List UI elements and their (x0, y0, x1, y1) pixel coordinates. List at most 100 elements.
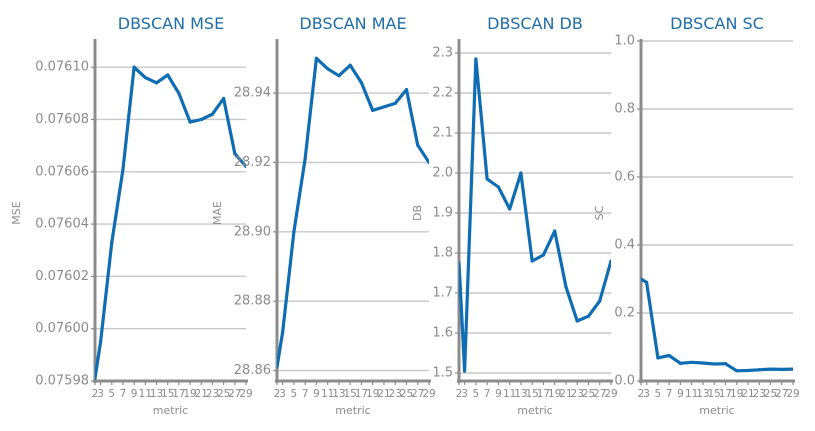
y-tick-label: 0.07606 (35, 164, 89, 179)
x-tick-label: 9 (495, 388, 502, 400)
y-tick-label: 28.88 (234, 294, 271, 309)
data-point (564, 285, 568, 289)
x-tick-label: 23 (571, 388, 584, 400)
x-axis-label: metric (517, 404, 552, 417)
x-tick-label: 3 (643, 388, 650, 400)
data-point (609, 259, 611, 263)
x-tick-label: 7 (120, 388, 127, 400)
data-point (598, 299, 602, 303)
y-tick-label: 1.7 (432, 286, 453, 301)
x-tick-label: 17 (355, 388, 368, 400)
data-point (645, 280, 649, 284)
chart-title: DBSCAN MSE (118, 14, 224, 33)
y-tick-label: 2.2 (432, 86, 453, 101)
data-point (757, 368, 761, 372)
x-tick-label: 17 (172, 388, 185, 400)
y-tick-label: 0.0 (614, 374, 635, 389)
x-tick-label: 21 (195, 388, 208, 400)
data-point (459, 261, 461, 265)
data-point (314, 56, 319, 60)
data-point (210, 112, 215, 116)
x-tick-label: 11 (685, 388, 698, 400)
x-tick-label: 15 (343, 388, 356, 400)
x-tick-label: 3 (97, 388, 104, 400)
data-point (348, 63, 352, 67)
data-point (768, 367, 773, 371)
y-tick-label: 0.07608 (35, 112, 89, 127)
data-point (121, 167, 125, 171)
x-tick-label: 23 (389, 388, 402, 400)
x-tick-label: 5 (473, 388, 480, 400)
x-tick-label: 7 (666, 388, 673, 400)
x-tick-label: 11 (503, 388, 516, 400)
data-point (678, 361, 683, 365)
x-tick-label: 29 (786, 388, 799, 400)
y-tick-label: 0.07604 (35, 217, 89, 232)
x-tick-label: 7 (484, 388, 491, 400)
x-tick-label: 3 (279, 388, 286, 400)
data-point (382, 105, 386, 109)
x-tick-label: 29 (239, 388, 252, 400)
y-tick-label: 2.0 (432, 166, 453, 181)
data-point (586, 314, 591, 318)
data-point (780, 367, 784, 372)
x-tick-label: 17 (719, 388, 732, 400)
data-point (303, 157, 307, 161)
x-tick-label: 11 (139, 388, 152, 400)
x-tick-label: 27 (775, 388, 788, 400)
x-tick-label: 25 (217, 388, 230, 400)
y-axis-label: DB (411, 205, 424, 221)
data-point (530, 259, 534, 263)
data-point (371, 108, 375, 112)
data-point (735, 369, 739, 373)
x-tick-label: 19 (183, 388, 196, 400)
x-tick-label: 19 (366, 388, 379, 400)
x-tick-label: 21 (559, 388, 572, 400)
x-tick-label: 15 (161, 388, 174, 400)
x-tick-label: 27 (411, 388, 424, 400)
data-point (463, 369, 467, 373)
data-point (154, 81, 159, 85)
data-point (496, 185, 501, 189)
data-point (199, 117, 203, 122)
data-point (404, 87, 409, 92)
chart-panel-1: 0.07598 0.07600 0.07602 0.07604 0.07606 0.076… (10, 14, 253, 417)
data-point (281, 330, 285, 335)
x-tick-label: 13 (514, 388, 527, 400)
data-point (656, 356, 660, 360)
data-point (188, 120, 192, 124)
chart-title: DBSCAN SC (670, 14, 764, 33)
x-tick-label: 11 (321, 388, 334, 400)
x-tick-label: 5 (655, 388, 662, 400)
x-axis-label: metric (335, 404, 370, 417)
data-point (277, 365, 279, 369)
y-tick-label: 0.2 (614, 306, 635, 321)
x-axis-label: metric (153, 404, 188, 417)
x-tick-label: 25 (582, 388, 595, 400)
x-tick-label: 2 (274, 388, 281, 400)
data-point (553, 229, 557, 233)
chart-title: DBSCAN DB (487, 14, 583, 33)
y-tick-label: 2.3 (432, 46, 453, 61)
y-tick-label: 28.94 (234, 86, 271, 101)
data-point (427, 160, 429, 165)
data-point (359, 81, 364, 85)
series-line (459, 57, 611, 373)
data-point (416, 143, 420, 147)
chart-panel-4: 0.00.20.40.60.81.023 5 7 9 11131517192123252… (593, 14, 800, 417)
x-tick-label: 29 (422, 388, 435, 400)
x-tick-label: 13 (150, 388, 163, 400)
x-tick-label: 2 (456, 388, 463, 400)
y-tick-label: 1.0 (614, 34, 635, 49)
x-tick-label: 19 (548, 388, 561, 400)
y-tick-label: 28.92 (234, 155, 271, 170)
x-tick-label: 5 (291, 388, 298, 400)
y-tick-label: 0.07598 (35, 374, 89, 389)
y-tick-label: 1.8 (432, 246, 453, 261)
data-point (541, 253, 546, 257)
x-axis-label: metric (699, 404, 734, 417)
data-point (641, 277, 643, 281)
x-tick-label: 5 (108, 388, 115, 400)
